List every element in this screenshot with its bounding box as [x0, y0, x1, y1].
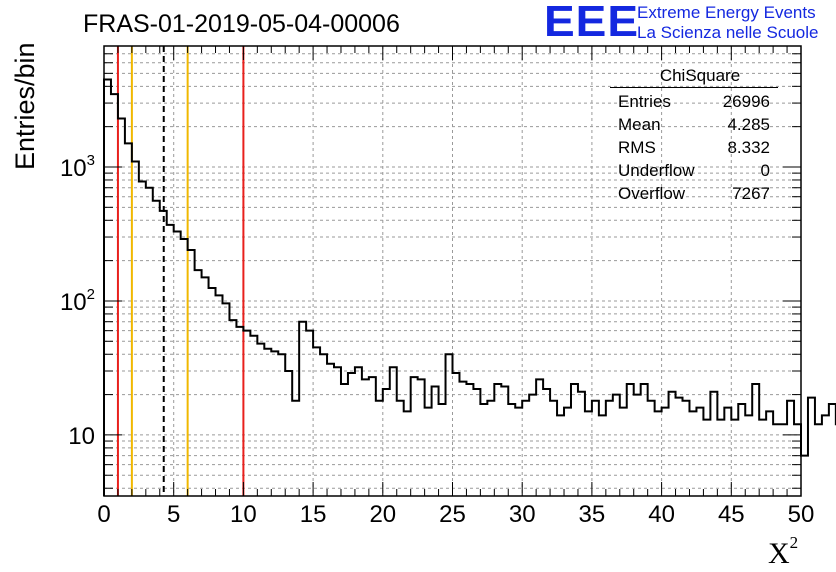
x-tick-label: 15 [300, 501, 327, 528]
stats-label: RMS [618, 138, 656, 157]
x-tick-label: 30 [509, 501, 536, 528]
histogram-series [103, 78, 836, 496]
stats-value: 4.285 [727, 115, 770, 134]
logo-text-line1: Extreme Energy Events [637, 3, 816, 22]
x-tick-label: 10 [230, 501, 257, 528]
x-axis-label: X2 [768, 533, 798, 571]
x-axis-label-base: X [768, 537, 790, 570]
x-tick-label: 45 [718, 501, 745, 528]
stats-row: Mean 4.285 [610, 113, 778, 136]
stats-label: Underflow [618, 161, 695, 180]
x-tick-label: 40 [648, 501, 675, 528]
y-tick-label: 10 [68, 423, 95, 450]
axis-ticks [103, 45, 802, 496]
stats-title: ChiSquare [610, 66, 778, 88]
y-tick-label: 102 [60, 286, 95, 316]
x-tick-label: 20 [369, 501, 396, 528]
x-tick-label: 25 [439, 501, 466, 528]
y-axis-label: Entries/bin [10, 42, 40, 170]
x-tick-label: 50 [788, 501, 815, 528]
y-tick-label: 103 [60, 152, 95, 182]
stats-row: Overflow 7267 [610, 182, 778, 205]
x-tick-label: 35 [579, 501, 606, 528]
marker-lines [116, 46, 245, 496]
eee-logo: EEE [544, 0, 640, 46]
stats-label: Mean [618, 115, 661, 134]
stats-row: Underflow 0 [610, 159, 778, 182]
x-tick-label: 5 [167, 501, 180, 528]
stats-box: ChiSquare Entries 26996 Mean 4.285 RMS 8.33… [610, 66, 778, 205]
stats-label: Entries [618, 92, 671, 111]
chart-title: FRAS-01-2019-05-04-00006 [83, 10, 400, 38]
stats-value: 8.332 [727, 138, 770, 157]
stats-row: Entries 26996 [610, 90, 778, 113]
stats-row: RMS 8.332 [610, 136, 778, 159]
tick-labels: 0 5 10 15 20 25 30 35 40 45 50 10 102 103 [60, 152, 814, 528]
grid-lines [104, 45, 801, 496]
stats-value: 26996 [722, 92, 770, 111]
logo-text-line2: La Scienza nelle Scuole [637, 23, 819, 42]
x-axis-label-exponent: 2 [789, 533, 799, 552]
stats-label: Overflow [618, 184, 686, 203]
stats-value: 0 [760, 161, 770, 180]
stats-value: 7267 [732, 184, 770, 203]
x-tick-label: 0 [97, 501, 110, 528]
